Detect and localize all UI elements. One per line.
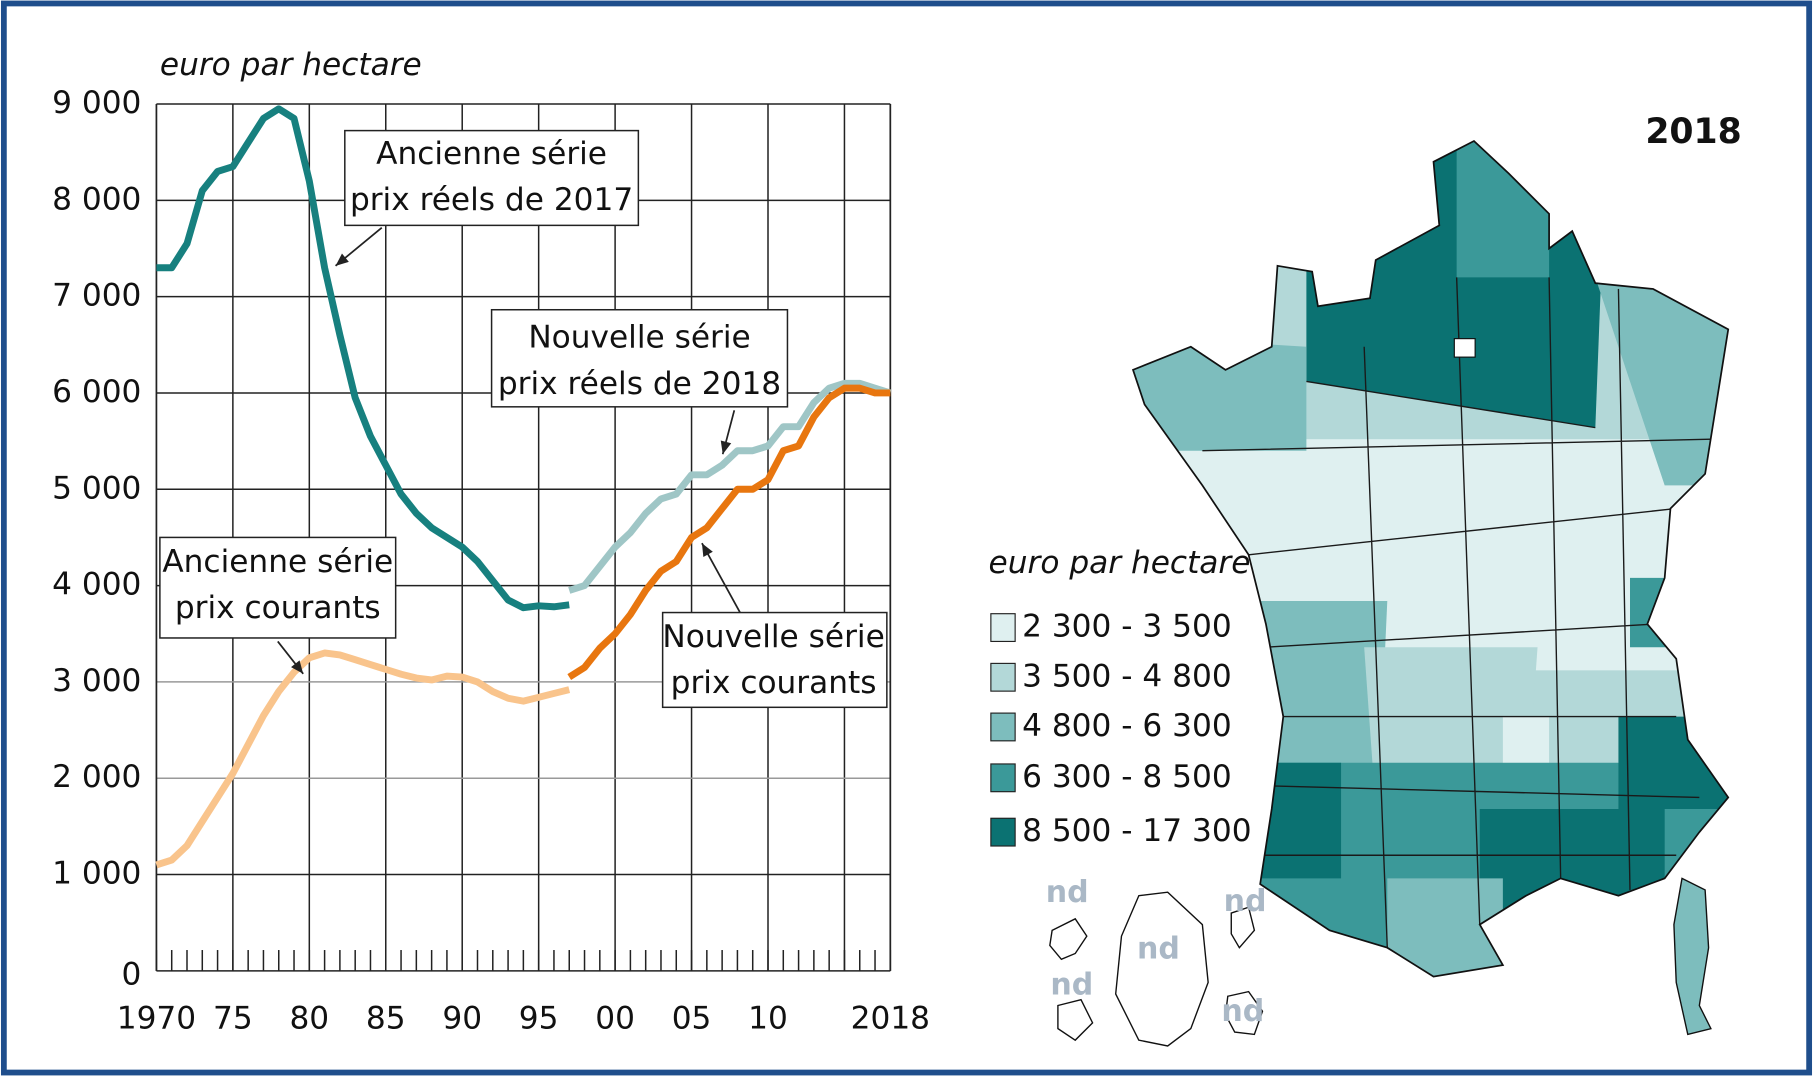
missing-label: nd [1050,967,1093,1002]
series-label: Ancienne série [162,544,393,580]
series-label: Ancienne série [376,136,607,172]
x-tick-label: 85 [366,1000,406,1036]
legend-swatch [990,613,1016,643]
series-label: Nouvelle série [528,320,750,356]
x-tick-label: 80 [289,1000,329,1036]
series-label: Nouvelle série [662,619,884,655]
y-tick-label: 5 000 [52,470,141,506]
x-tick-label: 75 [213,1000,253,1036]
annotation-box [490,308,789,408]
legend-label: 6 300 - 8 500 [1022,759,1232,795]
series-label: prix réels de 2018 [498,366,781,402]
missing-label: nd [1137,932,1180,967]
y-tick-label: 0 [122,956,142,992]
y-tick-label: 6 000 [52,374,141,410]
x-tick-label: 90 [442,1000,482,1036]
arrow [701,542,741,613]
map-title: 2018 [1645,112,1741,152]
x-tick-label: 2018 [851,1000,930,1036]
legend-swatch [990,662,1016,692]
y-tick-label: 9 000 [52,85,141,121]
y-tick-label: 7 000 [52,278,141,314]
x-tick-label: 00 [595,1000,635,1036]
annotation-box [661,611,888,709]
annotation-box [344,129,640,227]
series-line [155,649,571,869]
arrow-head [291,660,304,674]
corsica [1673,877,1712,1036]
y-axis-label: euro par hectare [160,47,422,83]
y-tick-label: 8 000 [52,181,141,217]
arrow-head [701,543,713,557]
series-label: prix réels de 2017 [350,182,633,218]
missing-label: nd [1221,994,1264,1029]
x-tick-label: 10 [748,1000,788,1036]
missing-label: nd [1046,875,1089,910]
legend-label: 2 300 - 3 500 [1022,609,1232,645]
legend-label: 3 500 - 4 800 [1022,658,1232,694]
overseas [1049,891,1264,1047]
x-tick-label: 95 [519,1000,559,1036]
legend-label: 4 800 - 6 300 [1022,708,1232,744]
legend-swatch [990,817,1016,847]
y-tick-label: 4 000 [52,567,141,603]
series-label: prix courants [175,590,381,626]
missing-label: nd [1224,884,1267,919]
legend-swatch [990,712,1016,742]
annotation-box [159,536,397,639]
x-tick-label: 05 [672,1000,712,1036]
y-tick-label: 3 000 [52,663,141,699]
series-label: prix courants [671,665,877,701]
series-line [567,384,891,681]
arrow-head [720,440,732,455]
y-tick-label: 1 000 [52,856,141,892]
arrow-head [335,253,349,266]
series-line [156,105,570,612]
legend-title: euro par hectare [989,545,1251,581]
x-tick-label: 1970 [117,1000,196,1036]
series-line [568,379,892,594]
legend-swatch [990,763,1016,793]
y-tick-label: 2 000 [52,759,141,795]
legend-label: 8 500 - 17 300 [1022,813,1252,849]
